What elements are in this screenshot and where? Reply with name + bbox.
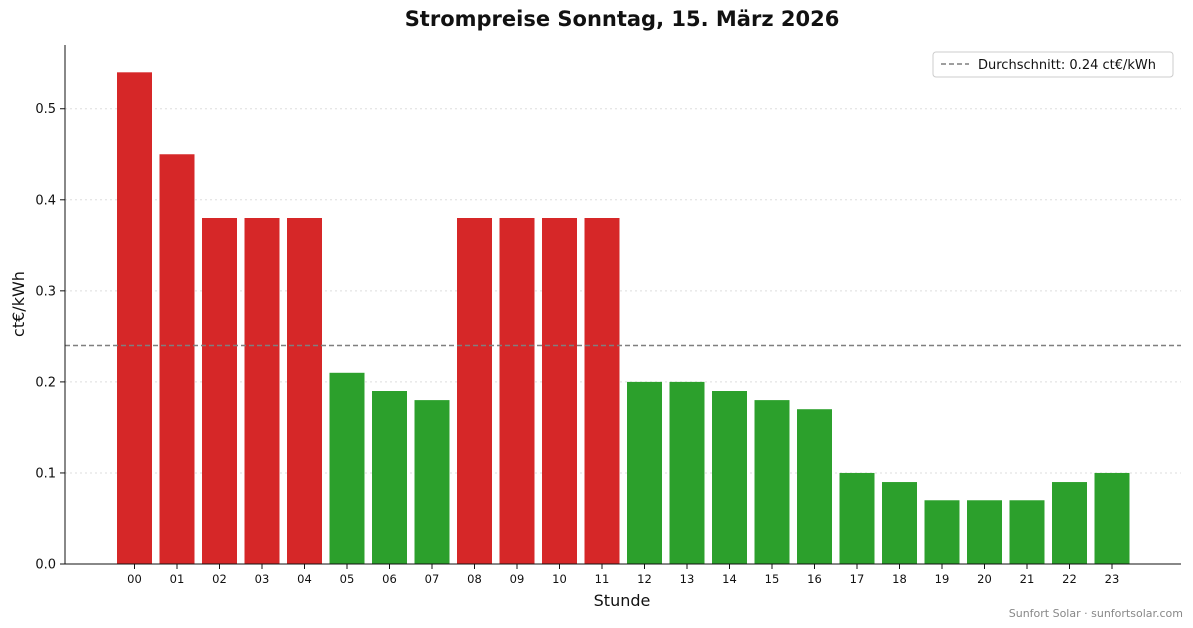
y-tick-label: 0.5: [35, 102, 56, 117]
x-tick-label: 06: [382, 572, 397, 586]
bar-hour-00: [117, 72, 152, 564]
x-tick-label: 00: [127, 572, 142, 586]
y-ticks: 0.0 0.1 0.2 0.3 0.4 0.5: [35, 102, 65, 573]
x-tick-label: 02: [212, 572, 227, 586]
x-tick-label: 10: [552, 572, 567, 586]
x-tick-label: 16: [807, 572, 822, 586]
x-tick-label: 22: [1062, 572, 1077, 586]
bar-hour-01: [159, 154, 195, 564]
x-tick-label: 15: [765, 572, 780, 586]
x-tick-label: 09: [510, 572, 525, 586]
y-tick-label: 0.0: [35, 558, 56, 573]
y-tick-label: 0.4: [35, 193, 56, 208]
bar-hour-03: [244, 218, 280, 564]
legend-label: Durchschnitt: 0.24 ct€/kWh: [978, 58, 1156, 73]
x-tick-label: 12: [637, 572, 652, 586]
bar-hour-20: [967, 500, 1002, 564]
x-tick-label: 07: [425, 572, 440, 586]
x-tick-label: 03: [255, 572, 270, 586]
x-tick-label: 08: [467, 572, 482, 586]
x-tick-label: 11: [595, 572, 610, 586]
x-tick-label: 04: [297, 572, 312, 586]
bar-hour-17: [839, 472, 875, 564]
bar-hour-06: [372, 391, 407, 564]
x-tick-label: 18: [892, 572, 907, 586]
x-tick-label: 19: [935, 572, 950, 586]
x-tick-label: 21: [1020, 572, 1035, 586]
x-tick-label: 23: [1105, 572, 1120, 586]
bar-hour-08: [457, 218, 492, 564]
footer-credit: Sunfort Solar · sunfortsolar.com: [1009, 607, 1183, 620]
y-tick-label: 0.3: [35, 284, 56, 299]
bar-hour-11: [584, 218, 620, 564]
bar-hour-15: [754, 400, 790, 564]
x-tick-label: 14: [722, 572, 737, 586]
x-axis-label: Stunde: [594, 591, 651, 610]
bar-hour-07: [414, 400, 450, 564]
x-ticks: 00 01 02 03 04 05 06 07 08 09 10 11 12 13 14 15 16 17 18 19…: [127, 564, 1119, 586]
chart-title: Strompreise Sonntag, 15. März 2026: [405, 7, 840, 31]
bar-hour-02: [202, 218, 237, 564]
y-tick-label: 0.1: [35, 466, 56, 481]
bar-hour-18: [882, 482, 917, 564]
bar-hour-12: [627, 381, 662, 564]
legend: Durchschnitt: 0.24 ct€/kWh: [932, 51, 1174, 78]
x-tick-label: 01: [170, 572, 185, 586]
bar-hour-10: [542, 218, 577, 564]
axes: [64, 45, 1181, 565]
bar-hour-09: [499, 218, 535, 564]
y-axis-label: ct€/kWh: [9, 271, 28, 337]
bar-hour-22: [1052, 482, 1087, 564]
bar-group: [117, 72, 1130, 564]
bar-hour-19: [924, 500, 960, 564]
x-tick-label: 20: [977, 572, 992, 586]
bar-hour-16: [797, 409, 832, 564]
bar-hour-21: [1009, 500, 1045, 564]
legend-box: [932, 51, 1174, 78]
x-tick-label: 17: [850, 572, 865, 586]
bar-hour-23: [1094, 472, 1130, 564]
bar-hour-05: [329, 372, 365, 564]
bar-hour-13: [669, 381, 705, 564]
x-tick-label: 05: [340, 572, 355, 586]
x-tick-label: 13: [680, 572, 695, 586]
bar-hour-04: [287, 218, 322, 564]
bar-hour-14: [712, 391, 747, 564]
y-tick-label: 0.2: [35, 375, 56, 390]
